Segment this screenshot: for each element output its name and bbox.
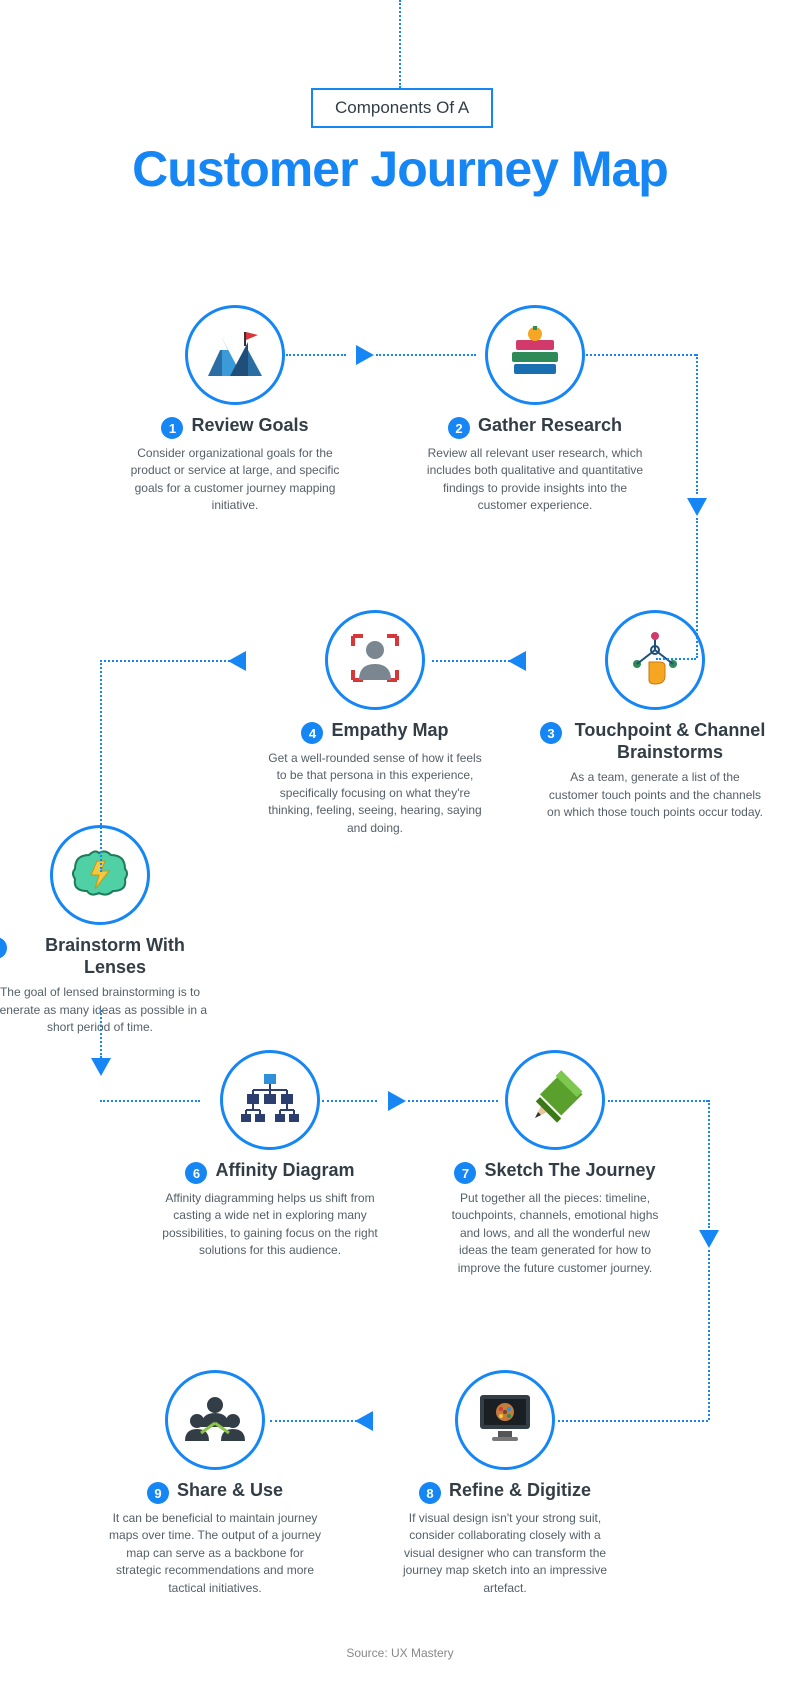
step-icon-circle bbox=[605, 610, 705, 710]
connector-line bbox=[100, 1010, 102, 1058]
step-number-badge: 5 bbox=[0, 937, 7, 959]
step-title: Empathy Map bbox=[331, 720, 448, 742]
step-description: Consider organizational goals for the pr… bbox=[120, 445, 350, 515]
connector-arrow bbox=[91, 1058, 111, 1076]
connector-arrow bbox=[699, 1230, 719, 1248]
connector-arrow bbox=[356, 345, 374, 365]
connector-line bbox=[586, 354, 696, 356]
connector-line bbox=[376, 354, 476, 356]
connector-line bbox=[696, 518, 698, 658]
connector-arrow bbox=[355, 1411, 373, 1431]
connector-line bbox=[322, 1100, 377, 1102]
infographic-canvas: Components Of A Customer Journey Map 1 R… bbox=[0, 0, 800, 1700]
step-icon-circle bbox=[505, 1050, 605, 1150]
connector-line bbox=[558, 1420, 708, 1422]
step-number-badge: 7 bbox=[454, 1162, 476, 1184]
step-title: Sketch The Journey bbox=[484, 1160, 655, 1182]
step-number-badge: 9 bbox=[147, 1482, 169, 1504]
connector-line bbox=[270, 1420, 357, 1422]
step-number-badge: 2 bbox=[448, 417, 470, 439]
connector-arrow bbox=[508, 651, 526, 671]
step-description: The goal of lensed brainstorming is to g… bbox=[0, 984, 215, 1036]
step-icon-circle bbox=[220, 1050, 320, 1150]
header-dotted-line bbox=[399, 0, 401, 88]
step-title: Refine & Digitize bbox=[449, 1480, 591, 1502]
connector-line bbox=[696, 354, 698, 494]
orgchart-icon bbox=[239, 1072, 301, 1129]
step-number-badge: 6 bbox=[185, 1162, 207, 1184]
mountain-icon bbox=[204, 328, 266, 383]
step-9: 9 Share & Use It can be beneficial to ma… bbox=[100, 1370, 330, 1597]
connector-arrow bbox=[687, 498, 707, 516]
step-1: 1 Review Goals Consider organizational g… bbox=[120, 305, 350, 515]
persona-icon bbox=[345, 628, 405, 693]
step-icon-circle bbox=[185, 305, 285, 405]
step-number-badge: 8 bbox=[419, 1482, 441, 1504]
step-3: 3 Touchpoint & Channel Brainstorms As a … bbox=[540, 610, 770, 821]
step-number-badge: 1 bbox=[161, 417, 183, 439]
pencil-icon bbox=[527, 1070, 583, 1131]
step-title: Touchpoint & Channel Brainstorms bbox=[570, 720, 770, 763]
step-title: Review Goals bbox=[191, 415, 308, 437]
step-5: 5 Brainstorm With Lenses The goal of len… bbox=[0, 825, 215, 1036]
books-icon bbox=[506, 324, 564, 387]
step-4: 4 Empathy Map Get a well-rounded sense o… bbox=[260, 610, 490, 837]
connector-line bbox=[708, 1250, 710, 1420]
step-description: It can be beneficial to maintain journey… bbox=[100, 1510, 330, 1597]
step-title: Share & Use bbox=[177, 1480, 283, 1502]
step-number-badge: 4 bbox=[301, 722, 323, 744]
step-description: Review all relevant user research, which… bbox=[420, 445, 650, 515]
connector-line bbox=[100, 660, 230, 662]
connector-line bbox=[100, 1100, 200, 1102]
step-description: As a team, generate a list of the custom… bbox=[540, 769, 770, 821]
step-title: Gather Research bbox=[478, 415, 622, 437]
step-icon-circle bbox=[455, 1370, 555, 1470]
connector-arrow bbox=[388, 1091, 406, 1111]
step-icon-circle bbox=[485, 305, 585, 405]
step-description: Get a well-rounded sense of how it feels… bbox=[260, 750, 490, 837]
step-2: 2 Gather Research Review all relevant us… bbox=[420, 305, 650, 515]
step-description: Put together all the pieces: timeline, t… bbox=[440, 1190, 670, 1277]
step-icon-circle bbox=[325, 610, 425, 710]
connector-line bbox=[432, 660, 510, 662]
people-icon bbox=[183, 1393, 247, 1448]
step-icon-circle bbox=[165, 1370, 265, 1470]
connector-line bbox=[100, 660, 102, 872]
connector-line bbox=[608, 1100, 708, 1102]
touchpoint-icon bbox=[625, 628, 685, 693]
step-8: 8 Refine & Digitize If visual design isn… bbox=[390, 1370, 620, 1597]
step-number-badge: 3 bbox=[540, 722, 562, 744]
step-title: Affinity Diagram bbox=[215, 1160, 354, 1182]
connector-arrow bbox=[228, 651, 246, 671]
step-title: Brainstorm With Lenses bbox=[15, 935, 215, 978]
step-6: 6 Affinity Diagram Affinity diagramming … bbox=[155, 1050, 385, 1260]
main-title: Customer Journey Map bbox=[0, 140, 800, 198]
step-description: Affinity diagramming helps us shift from… bbox=[155, 1190, 385, 1260]
step-7: 7 Sketch The Journey Put together all th… bbox=[440, 1050, 670, 1277]
connector-line bbox=[708, 1100, 710, 1228]
step-description: If visual design isn't your strong suit,… bbox=[390, 1510, 620, 1597]
pre-title: Components Of A bbox=[311, 88, 493, 128]
monitor-icon bbox=[474, 1391, 536, 1450]
connector-line bbox=[656, 658, 696, 660]
connector-line bbox=[286, 354, 346, 356]
connector-line bbox=[408, 1100, 498, 1102]
source-text: Source: UX Mastery bbox=[0, 1646, 800, 1660]
